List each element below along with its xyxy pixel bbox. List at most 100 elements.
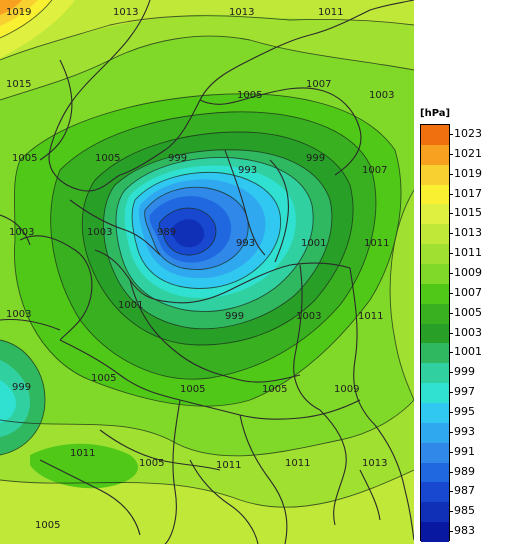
legend-swatch	[421, 363, 449, 384]
legend-level-label: 1013	[454, 226, 482, 240]
isobar-label: 1003	[9, 227, 34, 238]
legend-swatch	[421, 442, 449, 464]
isobar-label: 1011	[364, 238, 389, 249]
legend-level-label: 983	[454, 524, 475, 538]
legend-tick	[450, 511, 453, 513]
legend-tick	[450, 133, 453, 135]
legend-tick	[450, 451, 453, 453]
legend-swatch	[421, 303, 449, 325]
pressure-band-1013-south	[0, 470, 414, 544]
legend-level-label: 1009	[454, 265, 482, 279]
legend-level-label: 995	[454, 404, 475, 418]
legend-level-label: 1005	[454, 305, 482, 319]
legend-swatch	[421, 383, 449, 404]
isobar-label: 1019	[6, 7, 31, 18]
isobar-label: 1013	[229, 7, 254, 18]
legend-swatch	[421, 482, 449, 503]
legend-tick	[450, 471, 453, 473]
legend-swatch	[421, 502, 449, 523]
legend-swatch	[421, 422, 449, 444]
legend-swatch	[421, 264, 449, 285]
legend-tick	[450, 272, 453, 274]
legend-tick	[450, 392, 453, 394]
isobar-label: 1001	[118, 300, 143, 311]
isobar-label: 1011	[318, 7, 343, 18]
legend-level-label: 1021	[454, 146, 482, 160]
isobar-label: 1005	[91, 373, 116, 384]
pressure-legend: [hPa] 1023 1021 1019 1017 1015 1013 1011 1009 10…	[416, 106, 531, 544]
legend-tick	[450, 153, 453, 155]
isobar-label: 999	[12, 382, 31, 393]
isobar-label: 1003	[296, 311, 321, 322]
legend-tick	[450, 193, 453, 195]
legend-level-label: 1001	[454, 345, 482, 359]
legend-tick	[450, 352, 453, 354]
legend-swatch	[421, 224, 449, 245]
legend-tick	[450, 233, 453, 235]
pressure-map: 1019 1013 1013 1011 1015 1007 1005 1003 …	[0, 0, 414, 544]
legend-tick	[450, 253, 453, 255]
legend-swatch	[421, 144, 449, 166]
pressure-band-1007-south-patch	[30, 443, 139, 489]
isobar-label: 1005	[35, 520, 60, 531]
legend-level-label: 999	[454, 365, 475, 379]
legend-swatch	[421, 283, 449, 305]
pressure-band-997-west-low	[0, 380, 16, 423]
coastlines-borders	[0, 0, 414, 544]
isobar-label: 1005	[12, 153, 37, 164]
legend-tick	[450, 531, 453, 533]
isobar-label: 1005	[180, 384, 205, 395]
legend-tick	[450, 213, 453, 215]
legend-level-label: 991	[454, 444, 475, 458]
isobar-label: 1011	[70, 448, 95, 459]
legend-color-bar	[420, 124, 450, 543]
legend-tick	[450, 491, 453, 493]
isobar-label: 1013	[362, 458, 387, 469]
legend-swatch	[421, 323, 449, 344]
legend-tick	[450, 332, 453, 334]
isobar-label: 1015	[6, 79, 31, 90]
legend-swatch	[421, 244, 449, 265]
legend-swatch	[421, 204, 449, 225]
legend-level-label: 985	[454, 504, 475, 518]
legend-level-label: 997	[454, 385, 475, 399]
legend-level-label: 1003	[454, 325, 482, 339]
legend-swatch	[421, 125, 449, 146]
isobar-labels: 1019 1013 1013 1011 1015 1007 1005 1003 …	[6, 7, 394, 531]
isobar-label: 1011	[285, 458, 310, 469]
legend-tick	[450, 411, 453, 413]
legend-level-label: 1011	[454, 246, 482, 260]
legend-level-label: 1015	[454, 206, 482, 220]
legend-swatch	[421, 522, 449, 543]
isobar-label: 999	[306, 153, 325, 164]
legend-level-label: 989	[454, 464, 475, 478]
isobar-label: 993	[238, 165, 257, 176]
isobar-label: 1003	[87, 227, 112, 238]
isobar-label: 1007	[362, 165, 387, 176]
isobar-label: 1005	[262, 384, 287, 395]
legend-level-label: 1007	[454, 285, 482, 299]
isobar-label: 1005	[237, 90, 262, 101]
legend-tick	[450, 292, 453, 294]
legend-level-label: 987	[454, 484, 475, 498]
pressure-map-svg: 1019 1013 1013 1011 1015 1007 1005 1003 …	[0, 0, 414, 544]
legend-swatch	[421, 164, 449, 186]
legend-tick	[450, 173, 453, 175]
pressure-band-1011-east	[390, 190, 414, 400]
legend-swatch	[421, 462, 449, 483]
isobar-label: 989	[157, 227, 176, 238]
legend-swatch	[421, 184, 449, 205]
legend-tick	[450, 312, 453, 314]
isobar-label: 999	[168, 153, 187, 164]
pressure-band-1021-corner	[0, 0, 22, 15]
isobar-label: 1009	[334, 384, 359, 395]
isobar-label: 1011	[216, 460, 241, 471]
isobar-label: 1001	[301, 238, 326, 249]
isobar-label: 1011	[358, 311, 383, 322]
pressure-band-985	[171, 219, 205, 248]
legend-level-label: 1017	[454, 186, 482, 200]
isobar-label: 1005	[95, 153, 120, 164]
legend-tick	[450, 372, 453, 374]
isobar-label: 1003	[6, 309, 31, 320]
legend-level-label: 993	[454, 424, 475, 438]
